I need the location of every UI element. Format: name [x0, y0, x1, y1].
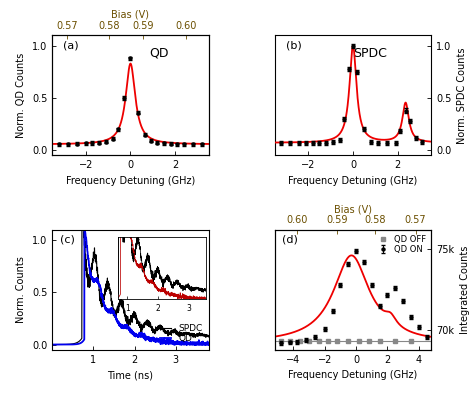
- Y-axis label: Norm. Counts: Norm. Counts: [16, 256, 27, 323]
- SPDC: [118, 302, 123, 307]
- Y-axis label: Norm. QD Counts: Norm. QD Counts: [16, 53, 27, 138]
- Text: QD: QD: [149, 47, 169, 60]
- QD: [171, 342, 177, 347]
- Line: QD OFF: QD OFF: [279, 339, 413, 343]
- QD OFF: [335, 338, 340, 343]
- QD: [135, 334, 141, 339]
- QD: [118, 324, 123, 329]
- Line: QD: QD: [52, 230, 209, 345]
- QD OFF: [297, 338, 302, 343]
- QD OFF: [278, 338, 284, 343]
- Line: SPDC: SPDC: [52, 230, 209, 345]
- SPDC: [49, 342, 55, 347]
- Text: (c): (c): [60, 235, 75, 244]
- SPDC: [206, 334, 212, 339]
- QD OFF: [287, 338, 293, 343]
- QD OFF: [377, 338, 383, 343]
- X-axis label: Bias (V): Bias (V): [111, 10, 149, 20]
- SPDC: [79, 228, 85, 232]
- Y-axis label: Norm. SPDC Counts: Norm. SPDC Counts: [457, 47, 467, 143]
- Legend: SPDC, QD: SPDC, QD: [158, 322, 204, 345]
- QD: [49, 342, 55, 347]
- X-axis label: Bias (V): Bias (V): [334, 204, 372, 214]
- X-axis label: Frequency Detuning (GHz): Frequency Detuning (GHz): [66, 176, 195, 186]
- QD OFF: [316, 338, 321, 343]
- X-axis label: Time (ns): Time (ns): [108, 370, 154, 380]
- QD: [132, 333, 137, 338]
- QD OFF: [356, 338, 362, 343]
- X-axis label: Frequency Detuning (GHz): Frequency Detuning (GHz): [288, 370, 418, 380]
- X-axis label: Frequency Detuning (GHz): Frequency Detuning (GHz): [288, 176, 418, 186]
- Text: (a): (a): [63, 40, 79, 50]
- QD: [206, 342, 212, 347]
- QD OFF: [306, 338, 312, 343]
- QD: [102, 305, 108, 309]
- Text: (d): (d): [283, 235, 298, 244]
- QD OFF: [392, 338, 398, 343]
- QD OFF: [408, 338, 414, 343]
- QD OFF: [346, 338, 351, 343]
- SPDC: [70, 342, 76, 346]
- SPDC: [132, 311, 137, 316]
- Y-axis label: Integrated Counts: Integrated Counts: [460, 246, 470, 334]
- Text: (b): (b): [286, 40, 301, 50]
- QD OFF: [366, 338, 372, 343]
- Legend: QD OFF, QD ON: QD OFF, QD ON: [378, 234, 427, 255]
- QD: [82, 228, 87, 232]
- QD OFF: [325, 338, 331, 343]
- QD: [70, 342, 76, 347]
- Text: SPDC: SPDC: [353, 47, 387, 60]
- SPDC: [135, 320, 141, 325]
- SPDC: [102, 287, 108, 292]
- SPDC: [76, 340, 82, 344]
- QD: [76, 342, 82, 346]
